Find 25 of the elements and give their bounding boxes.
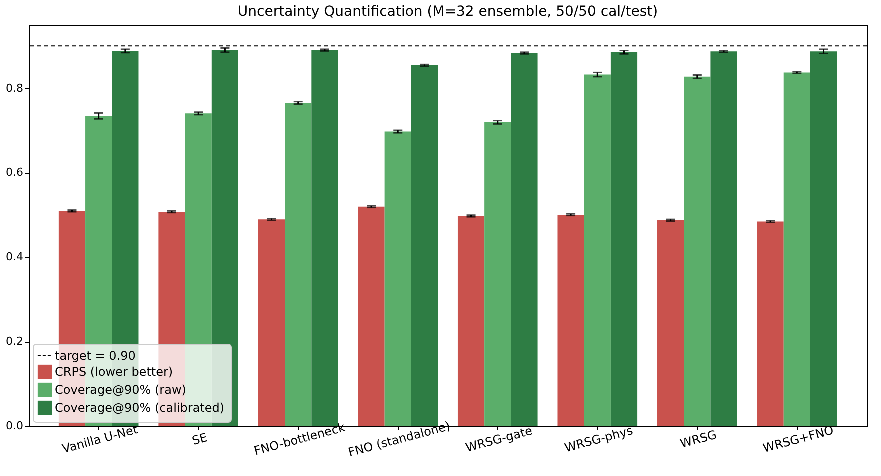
y-tick-label: 0.2 bbox=[6, 335, 24, 348]
legend-label: CRPS (lower better) bbox=[55, 365, 174, 379]
bar bbox=[610, 52, 638, 426]
bar bbox=[584, 74, 611, 426]
x-tick-label: WRSG bbox=[678, 428, 718, 451]
bar bbox=[784, 72, 810, 426]
legend-label: Coverage@90% (raw) bbox=[55, 383, 186, 397]
bar bbox=[658, 220, 684, 426]
legend-label: Coverage@90% (calibrated) bbox=[55, 401, 225, 415]
y-tick-label: 0.8 bbox=[6, 82, 24, 95]
bar bbox=[511, 53, 538, 426]
legend-label: target = 0.90 bbox=[55, 349, 136, 363]
bar bbox=[684, 76, 711, 426]
y-tick-label: 0.6 bbox=[6, 166, 24, 180]
bar bbox=[558, 214, 584, 426]
bar bbox=[810, 52, 838, 426]
bar bbox=[484, 122, 512, 426]
x-tick-label: Vanilla U-Net bbox=[60, 422, 140, 456]
y-tick-label: 0.0 bbox=[6, 420, 24, 432]
x-tick-label: SE bbox=[190, 430, 210, 448]
bar bbox=[757, 222, 784, 426]
y-tick-label: 0.4 bbox=[6, 250, 24, 264]
chart-title: Uncertainty Quantification (M=32 ensemble, 50/50 cal/test) bbox=[238, 4, 658, 20]
bar bbox=[458, 216, 485, 426]
bar bbox=[710, 52, 738, 426]
